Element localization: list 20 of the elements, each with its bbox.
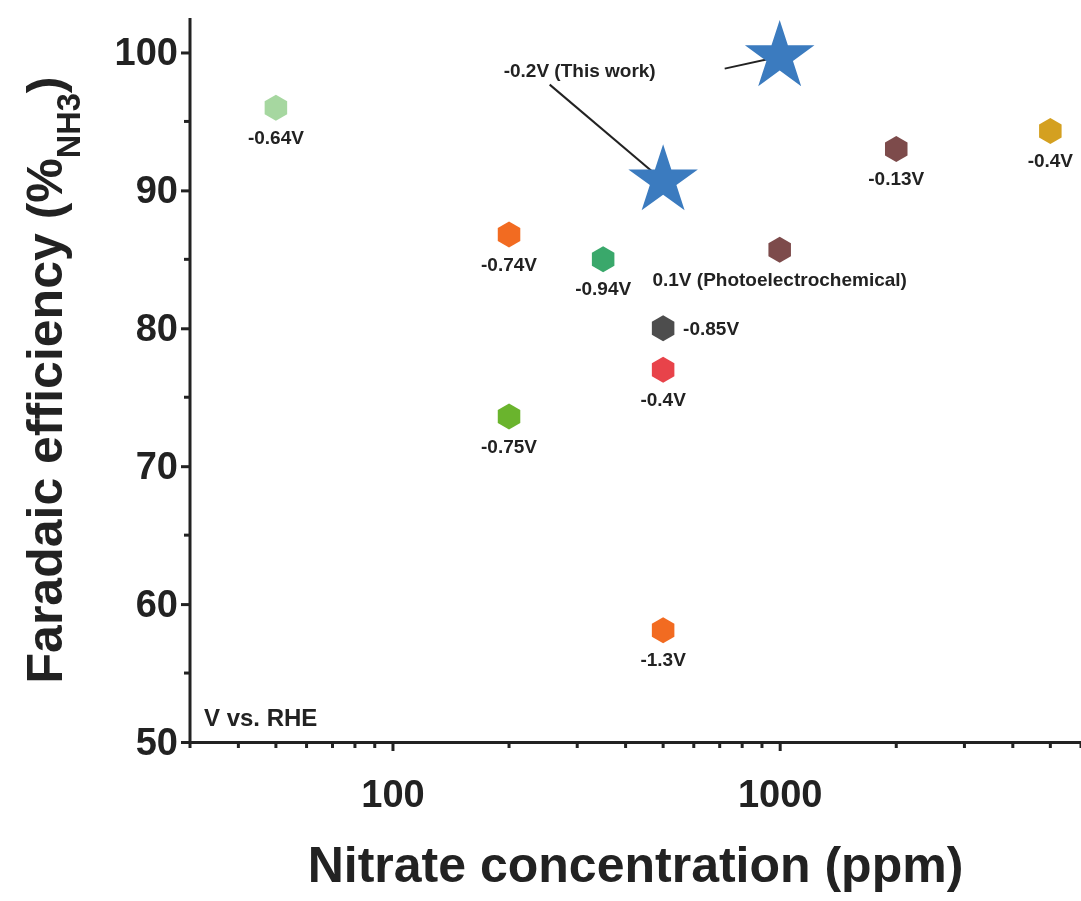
- annotation: -1.3V: [640, 649, 687, 671]
- x-axis-title: Nitrate concentration (ppm): [307, 837, 964, 893]
- annotation: -0.94V: [575, 278, 632, 300]
- annotation: -0.4V: [1027, 150, 1074, 172]
- annotation: V vs. RHE: [204, 704, 318, 731]
- annotation: -0.74V: [481, 253, 538, 275]
- annotation: -0.2V (This work): [503, 59, 656, 81]
- y-tick-label: 80: [135, 306, 178, 349]
- y-tick-label: 70: [135, 444, 178, 487]
- annotation: -0.4V: [640, 388, 687, 410]
- y-tick-label: 100: [114, 31, 178, 74]
- y-tick-label: 60: [135, 582, 178, 625]
- y-tick-label: 90: [135, 169, 178, 212]
- annotation: -0.85V: [683, 318, 740, 340]
- x-tick-label: 1000: [737, 773, 823, 816]
- annotation: -0.64V: [247, 126, 305, 148]
- annotation: -0.75V: [481, 435, 538, 457]
- y-tick-label: 50: [135, 720, 178, 763]
- annotation: 0.1V (Photoelectrochemical): [652, 268, 907, 290]
- annotation: -0.13V: [868, 168, 925, 190]
